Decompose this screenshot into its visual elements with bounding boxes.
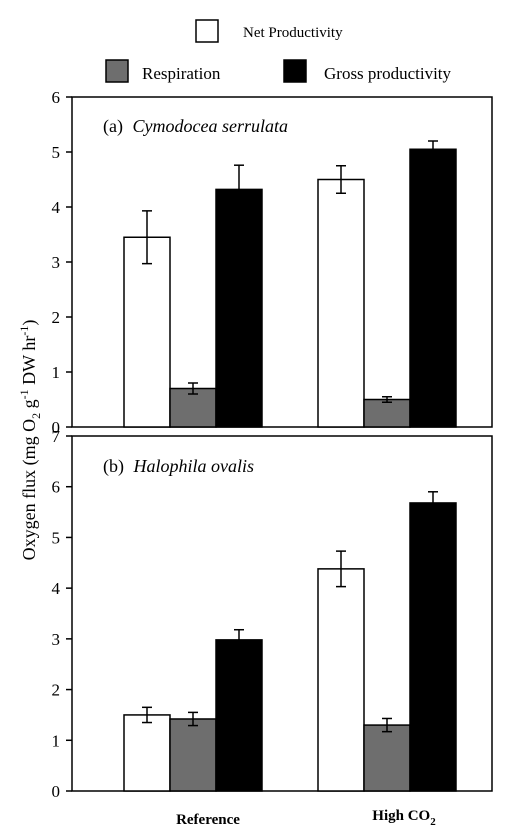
panel-b-bar-net-reference [123, 714, 171, 792]
y-axis-label-tail: DW hr [19, 336, 39, 390]
x-category-sub: 2 [430, 816, 436, 828]
panel-a-y-tick-label: 6 [52, 88, 61, 107]
panel-a-y-ticks: 0 1 2 3 4 5 6 [52, 88, 72, 437]
legend-swatch-gross [283, 59, 307, 83]
panel-b-y-tick-label: 2 [52, 681, 61, 700]
panel-a-errorbar-gross-high-co2 [428, 140, 438, 159]
panel-b-errorbar-respiration-reference [188, 711, 198, 727]
x-category-label-reference: Reference [176, 812, 240, 828]
panel-b-bar-respiration-reference [169, 718, 217, 792]
panel-a-errorbar-net-high-co2 [336, 165, 346, 194]
panel-b-errorbar-net-high-co2 [336, 550, 346, 588]
y-axis-label: Oxygen flux (mg O2 g-1 DW hr-1) [17, 320, 43, 561]
y-axis-label-sup1: -1 [17, 389, 31, 399]
legend-label-net: Net Productivity [243, 25, 343, 41]
legend-swatch-net [195, 19, 219, 43]
panel-b-y-tick-label: 3 [52, 630, 61, 649]
panel-b-y-tick-label: 5 [52, 528, 61, 547]
panel-b-y-tick-label: 4 [52, 579, 61, 598]
x-category-label-high-co2: High CO2 [372, 808, 436, 828]
panel-b-bar-gross-high-co2 [409, 502, 457, 792]
legend-label-respiration: Respiration [142, 64, 221, 83]
panel-b-bar-respiration-high-co2 [363, 724, 411, 792]
panel-b-y-tick-label: 7 [52, 427, 61, 446]
x-category-main: High CO [372, 808, 430, 824]
panel-b-errorbar-net-reference [142, 706, 152, 724]
panel-b-label: (b) Halophila ovalis [103, 456, 254, 477]
panel-a-bar-gross-high-co2 [409, 148, 457, 428]
panel-a-bar-respiration-high-co2 [363, 398, 411, 428]
y-axis-label-sub: 2 [29, 413, 43, 419]
panel-b-bars [123, 491, 457, 792]
panel-a-species: Cymodocea serrulata [132, 116, 287, 136]
y-axis-label-sup2: -1 [17, 326, 31, 336]
panel-b-errorbar-gross-reference [234, 628, 244, 651]
panel-b-bar-gross-reference [215, 639, 263, 792]
panel-b-y-ticks: 0 1 2 3 4 5 6 7 [52, 427, 72, 801]
legend-swatch-respiration [105, 59, 129, 83]
legend: Net Productivity Respiration Gross produ… [105, 19, 452, 83]
panel-a-y-tick-label: 3 [52, 253, 61, 272]
panel-a-bar-net-high-co2 [317, 178, 365, 428]
panel-b-species: Halophila ovalis [133, 456, 255, 476]
y-axis-label-main: Oxygen flux (mg O [19, 419, 40, 560]
panel-b-errorbar-respiration-high-co2 [382, 717, 392, 733]
panel-a-y-tick-label: 4 [52, 198, 61, 217]
panel-a: 0 1 2 3 4 5 6 (a) Cymodocea serrulata [52, 88, 493, 437]
panel-a-errorbar-gross-reference [234, 164, 244, 215]
panel-b-letter: (b) [103, 456, 124, 477]
x-category-main: Reference [176, 812, 240, 828]
panel-a-bars [123, 140, 457, 428]
panel-a-errorbar-respiration-reference [188, 382, 198, 395]
panel-a-y-tick-label: 1 [52, 363, 61, 382]
panel-a-letter: (a) [103, 116, 123, 137]
panel-a-errorbar-net-reference [142, 210, 152, 265]
panel-b-y-tick-label: 1 [52, 731, 61, 750]
y-axis-label-close: ) [19, 320, 40, 326]
panel-a-y-tick-label: 5 [52, 143, 61, 162]
panel-b-bar-net-high-co2 [317, 568, 365, 792]
panel-a-errorbar-respiration-high-co2 [382, 396, 392, 403]
panel-b-y-tick-label: 0 [52, 782, 61, 801]
panel-a-label: (a) Cymodocea serrulata [103, 116, 288, 137]
legend-label-gross: Gross productivity [324, 64, 452, 83]
panel-a-bar-net-reference [123, 236, 171, 428]
panel-a-y-tick-label: 2 [52, 308, 61, 327]
panel-b-y-tick-label: 6 [52, 478, 61, 497]
panel-b-errorbar-gross-high-co2 [428, 491, 438, 515]
y-axis-label-mid: g [19, 399, 39, 413]
panel-b-frame [71, 435, 493, 792]
panel-b: 0 1 2 3 4 5 6 7 (b) Halophila ovalis [52, 427, 493, 801]
panel-a-bar-gross-reference [215, 188, 263, 428]
panel-a-y-tick-label: 0 [52, 418, 61, 437]
